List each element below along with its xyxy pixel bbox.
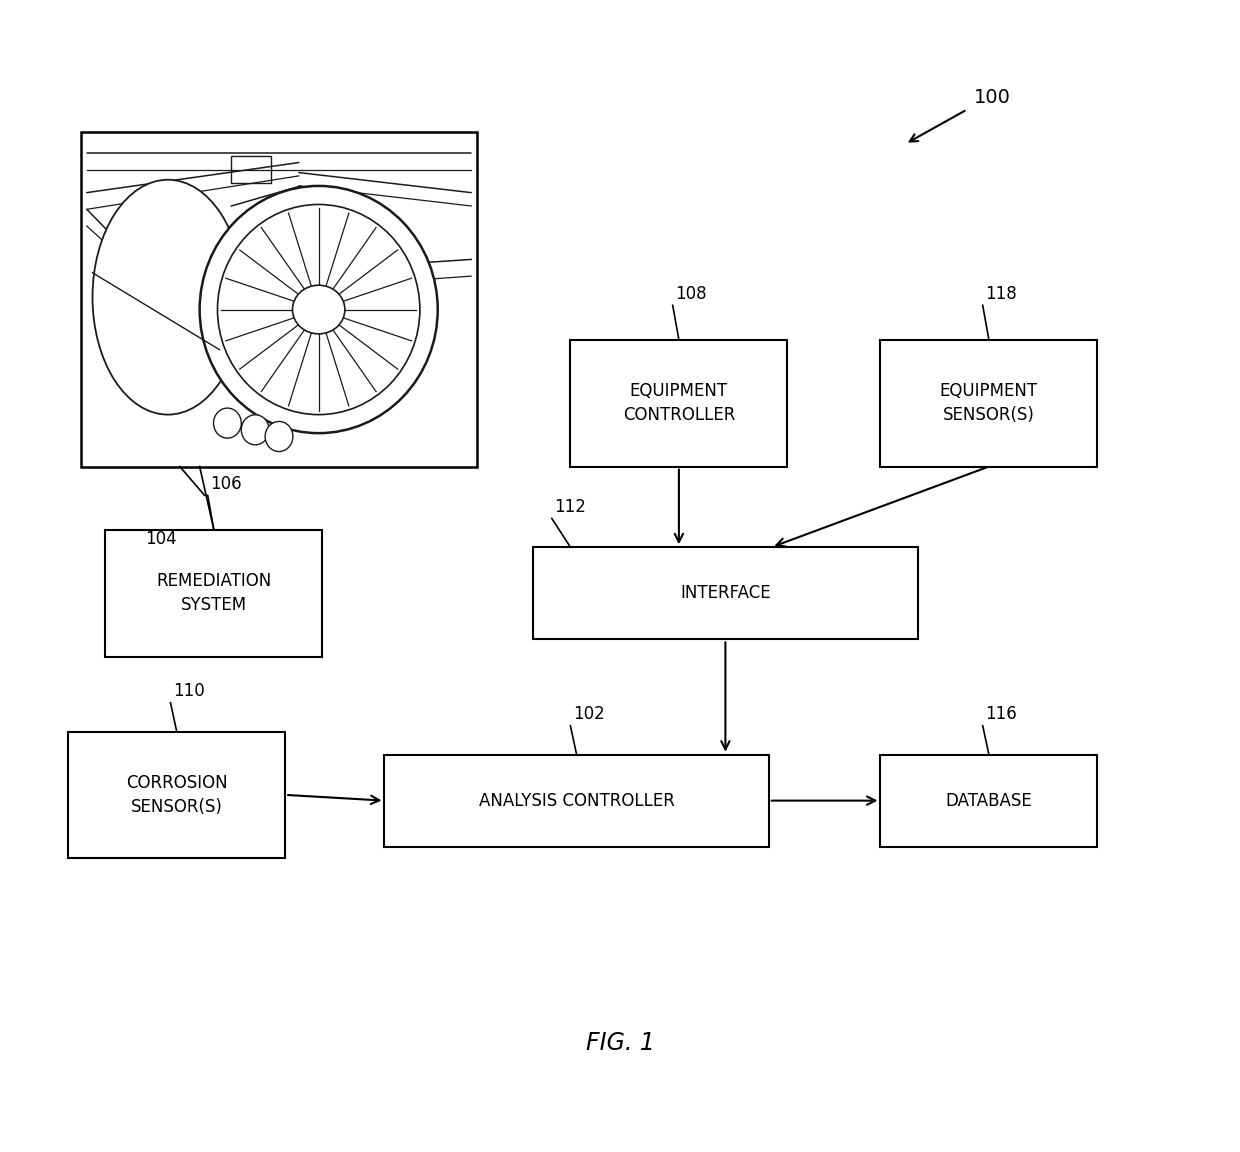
Circle shape bbox=[293, 286, 345, 334]
Text: 110: 110 bbox=[172, 682, 205, 700]
Bar bbox=[232, 156, 272, 183]
Bar bbox=[105, 530, 322, 657]
Ellipse shape bbox=[213, 408, 242, 438]
Text: 112: 112 bbox=[554, 498, 587, 516]
Text: 104: 104 bbox=[145, 530, 177, 548]
Text: FIG. 1: FIG. 1 bbox=[585, 1031, 655, 1054]
Ellipse shape bbox=[217, 204, 420, 415]
Bar bbox=[81, 132, 477, 467]
Bar bbox=[68, 732, 285, 858]
Text: EQUIPMENT
SENSOR(S): EQUIPMENT SENSOR(S) bbox=[940, 382, 1038, 424]
Text: ANALYSIS CONTROLLER: ANALYSIS CONTROLLER bbox=[479, 791, 675, 810]
Bar bbox=[570, 340, 787, 467]
Text: 118: 118 bbox=[985, 285, 1017, 303]
Ellipse shape bbox=[200, 185, 438, 433]
Text: 108: 108 bbox=[675, 285, 707, 303]
Text: 106: 106 bbox=[210, 475, 242, 493]
Ellipse shape bbox=[93, 180, 243, 415]
Text: EQUIPMENT
CONTROLLER: EQUIPMENT CONTROLLER bbox=[622, 382, 735, 424]
Text: CORROSION
SENSOR(S): CORROSION SENSOR(S) bbox=[126, 774, 227, 816]
Bar bbox=[880, 340, 1097, 467]
Bar bbox=[880, 755, 1097, 847]
Text: DATABASE: DATABASE bbox=[946, 791, 1032, 810]
Text: REMEDIATION
SYSTEM: REMEDIATION SYSTEM bbox=[156, 573, 272, 614]
Text: 100: 100 bbox=[973, 89, 1011, 107]
Ellipse shape bbox=[242, 415, 269, 445]
Text: INTERFACE: INTERFACE bbox=[680, 584, 771, 602]
Text: 102: 102 bbox=[573, 705, 605, 723]
Text: 116: 116 bbox=[985, 705, 1017, 723]
Bar bbox=[384, 755, 769, 847]
Bar bbox=[533, 547, 918, 639]
Ellipse shape bbox=[265, 422, 293, 452]
